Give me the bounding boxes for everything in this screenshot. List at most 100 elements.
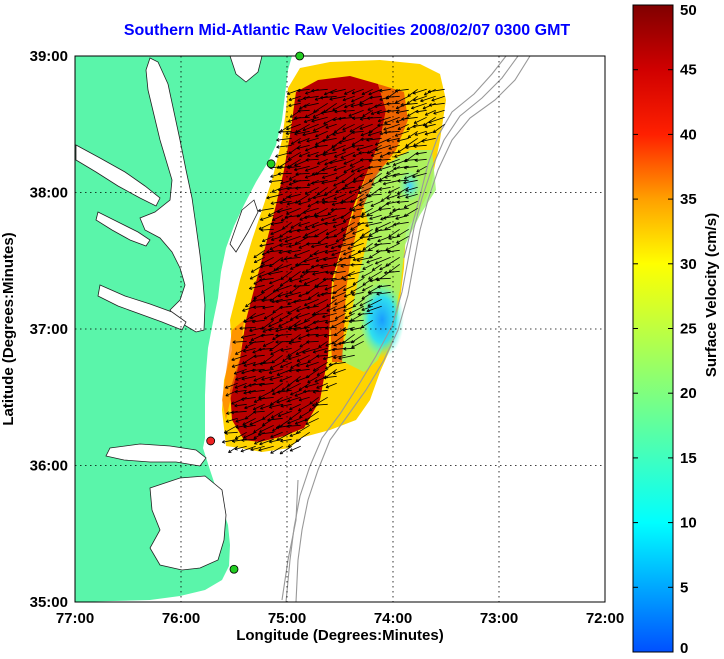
- velocity-vector: [361, 319, 373, 328]
- velocity-vector-head: [269, 246, 272, 250]
- velocity-vector-head: [234, 447, 238, 450]
- velocity-vector-head: [235, 427, 239, 429]
- velocity-vector-head: [270, 222, 274, 225]
- velocity-vector-head: [343, 111, 347, 113]
- velocity-vector-head: [252, 350, 255, 353]
- velocity-vector: [231, 396, 247, 405]
- velocity-vector: [376, 249, 391, 252]
- velocity-vector-head: [313, 252, 317, 255]
- potomac-river: [75, 144, 161, 207]
- velocity-vector-head: [306, 139, 310, 142]
- velocity-vector: [253, 403, 265, 410]
- velocity-vector-head: [312, 352, 317, 354]
- velocity-vector: [392, 207, 409, 211]
- velocity-vector: [309, 396, 319, 405]
- velocity-vector: [330, 88, 346, 94]
- velocity-vector-head: [260, 406, 263, 409]
- velocity-vector-head: [393, 224, 397, 227]
- velocity-vector: [351, 165, 364, 173]
- velocity-vector: [291, 137, 301, 145]
- velocity-vector-head: [293, 285, 297, 288]
- velocity-vector-head: [323, 121, 326, 125]
- velocity-vector: [323, 256, 337, 261]
- velocity-vector-head: [361, 91, 365, 95]
- station-marker: [295, 51, 305, 61]
- velocity-vector: [249, 340, 265, 344]
- velocity-vector-head: [320, 97, 324, 100]
- velocity-vector-head: [311, 172, 315, 175]
- velocity-vector: [320, 214, 337, 221]
- velocity-vector-head: [350, 106, 354, 108]
- velocity-vector-head: [357, 169, 360, 172]
- velocity-vector: [384, 116, 400, 124]
- velocity-vector: [361, 207, 373, 215]
- station-marker: [229, 564, 239, 574]
- velocity-field-high: [230, 76, 386, 442]
- velocity-vector-head: [322, 316, 326, 319]
- velocity-vector-head: [261, 238, 265, 242]
- velocity-vector: [293, 284, 310, 287]
- velocity-vector: [312, 389, 328, 393]
- velocity-vector: [378, 207, 391, 211]
- velocity-vector-head: [234, 385, 238, 389]
- velocity-vector: [258, 207, 274, 212]
- velocity-vector-head: [280, 128, 283, 132]
- velocity-vector-head: [270, 176, 274, 178]
- velocity-vector-head: [371, 267, 375, 271]
- velocity-vector-head: [295, 187, 299, 190]
- velocity-vector: [313, 305, 328, 315]
- velocity-vector: [286, 207, 301, 215]
- velocity-vector-head: [286, 186, 290, 190]
- velocity-vector: [311, 242, 328, 248]
- velocity-vector: [352, 179, 364, 183]
- velocity-vector: [280, 270, 292, 280]
- velocity-vector: [296, 361, 310, 367]
- velocity-vector-head: [272, 428, 275, 432]
- velocity-vector-head: [323, 259, 327, 262]
- velocity-vector-head: [250, 449, 254, 452]
- velocity-vector-head: [322, 200, 325, 204]
- velocity-vector-head: [222, 441, 226, 444]
- velocity-vector-head: [343, 294, 347, 298]
- velocity-vector-head: [366, 139, 370, 142]
- velocity-vector-head: [288, 341, 292, 344]
- velocity-vector-head: [288, 246, 292, 248]
- velocity-vector-head: [428, 104, 433, 107]
- velocity-vector: [279, 445, 292, 455]
- velocity-vector-head: [338, 118, 342, 121]
- velocity-vector-head: [349, 207, 352, 211]
- velocity-vector-head: [306, 341, 310, 344]
- velocity-vector-head: [338, 343, 342, 346]
- velocity-vector: [362, 263, 373, 270]
- velocity-vector-head: [316, 355, 320, 358]
- velocity-vector: [295, 347, 310, 355]
- velocity-vector: [324, 284, 337, 291]
- velocity-vector: [234, 403, 247, 407]
- velocity-vector: [362, 109, 373, 117]
- velocity-vector-head: [262, 422, 265, 426]
- velocity-vector: [306, 137, 319, 142]
- velocity-vector-head: [331, 295, 334, 299]
- velocity-vector-head: [260, 333, 264, 337]
- velocity-vector-head: [378, 159, 382, 162]
- velocity-vector-head: [333, 167, 337, 171]
- velocity-vector-head: [240, 448, 244, 452]
- velocity-vector-head: [232, 341, 236, 344]
- velocity-vector-head: [379, 97, 383, 101]
- velocity-vector: [335, 235, 346, 243]
- velocity-vector: [266, 193, 283, 199]
- velocity-vector: [396, 109, 409, 114]
- velocity-vector-head: [257, 208, 261, 212]
- velocity-vector-head: [312, 391, 316, 394]
- velocity-vector-head: [287, 301, 290, 305]
- velocity-vector: [325, 326, 337, 329]
- velocity-vector-head: [403, 182, 407, 185]
- velocity-vector-head: [406, 126, 409, 130]
- velocity-vector-head: [393, 168, 397, 171]
- velocity-vector: [295, 431, 310, 443]
- velocity-vector-head: [368, 255, 372, 259]
- velocity-vector-head: [388, 146, 392, 150]
- velocity-vector-head: [296, 365, 300, 367]
- velocity-vector: [325, 340, 337, 347]
- velocity-vector: [405, 193, 418, 198]
